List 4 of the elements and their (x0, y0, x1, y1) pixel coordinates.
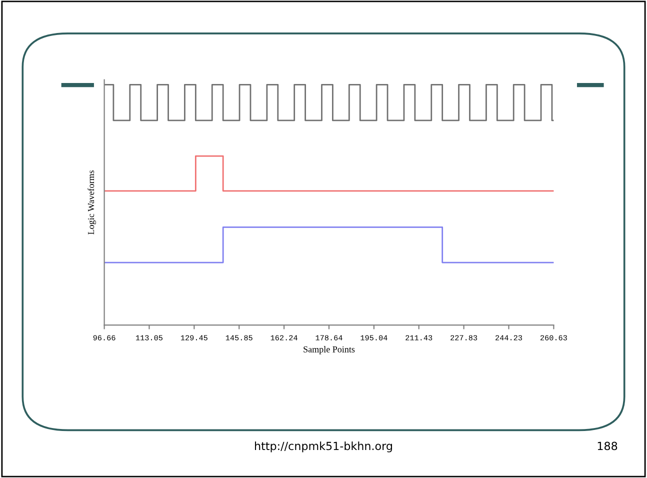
y-axis-title: Logic Waveforms (88, 170, 96, 234)
x-axis-title: Sample Points (304, 346, 355, 354)
text: 188 (598, 442, 618, 450)
text: http://cnpmk51-bkhn.org (255, 442, 392, 452)
